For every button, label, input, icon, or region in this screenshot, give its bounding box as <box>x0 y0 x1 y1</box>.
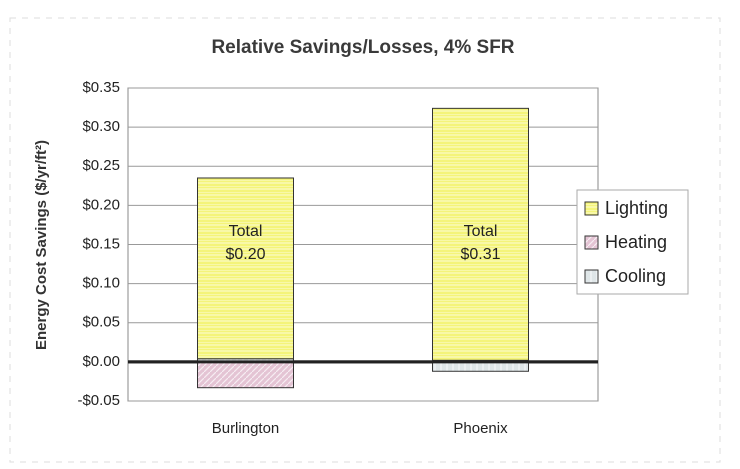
y-tick-label: $0.25 <box>82 157 120 174</box>
legend-label: Cooling <box>605 266 666 286</box>
annotation: $0.31 <box>460 246 500 263</box>
y-tick-label: -$0.05 <box>77 392 120 409</box>
x-tick-label: Burlington <box>212 420 280 437</box>
annotation: $0.20 <box>225 246 265 263</box>
annotation: Total <box>229 223 263 240</box>
bar-segment <box>197 177 294 360</box>
legend-swatch <box>584 201 599 216</box>
legend-label: Lighting <box>605 198 668 218</box>
legend-label: Heating <box>605 232 667 252</box>
y-tick-label: $0.00 <box>82 353 120 370</box>
y-axis-title: Energy Cost Savings ($/yr/ft²) <box>33 140 50 350</box>
bar-segment <box>197 361 294 389</box>
y-tick-label: $0.10 <box>82 275 120 292</box>
y-tick-label: $0.20 <box>82 196 120 213</box>
annotation: Total <box>464 223 498 240</box>
x-tick-label: Phoenix <box>453 420 508 437</box>
y-tick-label: $0.30 <box>82 118 120 135</box>
y-tick-label: $0.15 <box>82 235 120 252</box>
y-tick-label: $0.05 <box>82 314 120 331</box>
bar-segment <box>432 107 529 361</box>
chart-title: Relative Savings/Losses, 4% SFR <box>211 37 514 58</box>
legend-swatch <box>584 235 599 250</box>
y-tick-label: $0.35 <box>82 79 120 96</box>
legend-swatch <box>584 269 599 284</box>
